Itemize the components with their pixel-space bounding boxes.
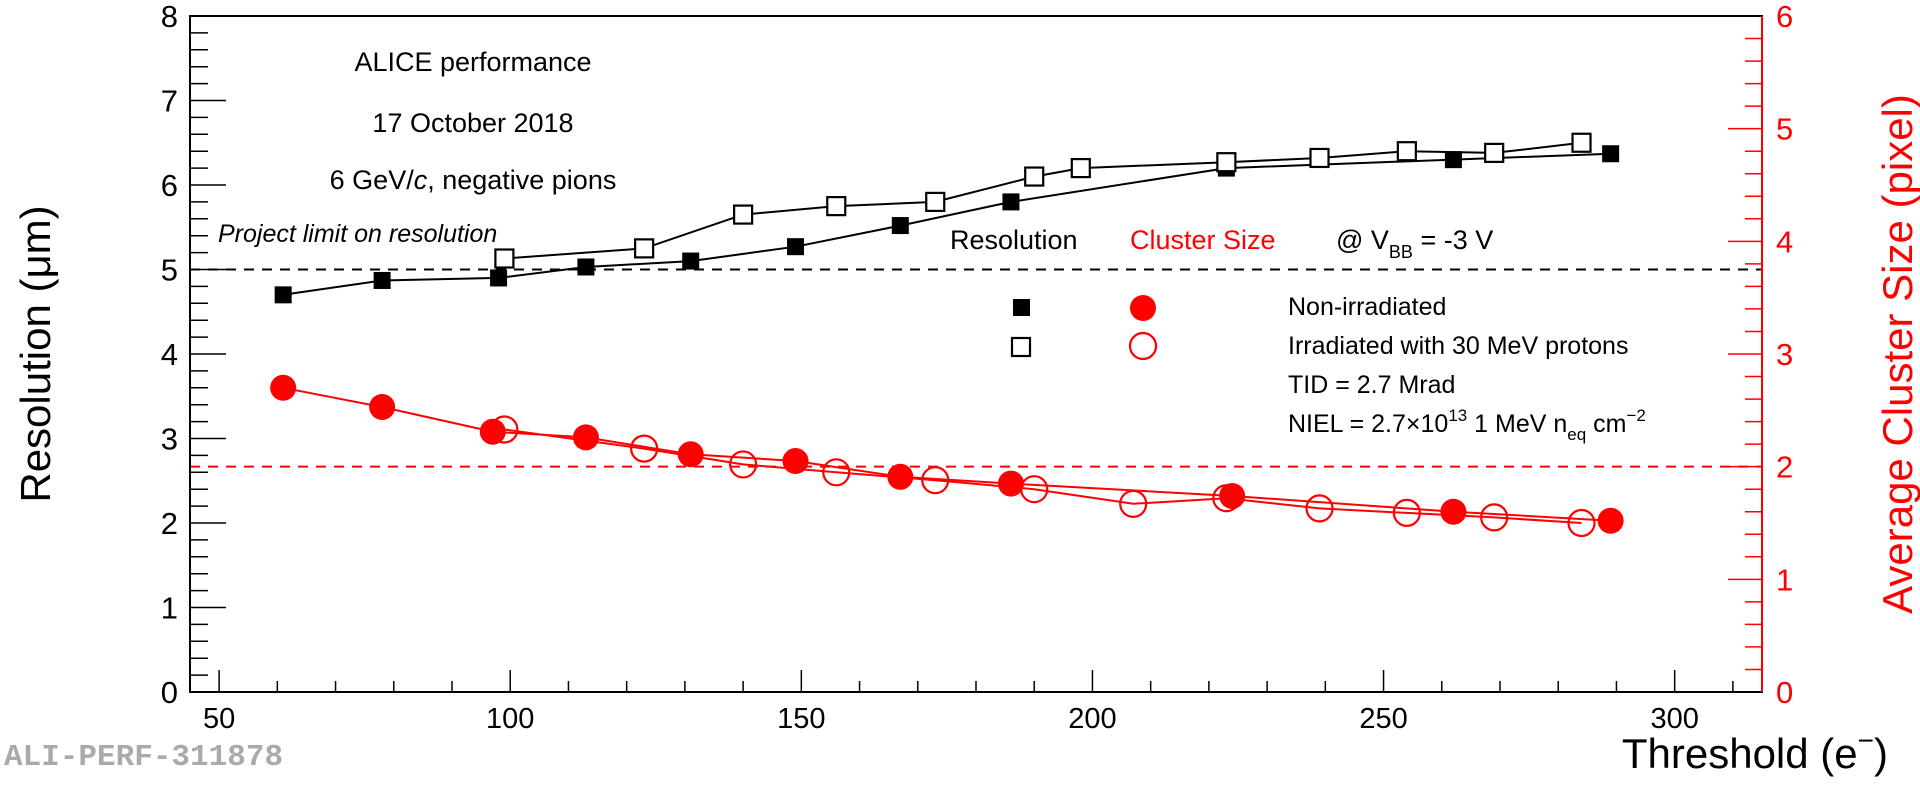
data-point-cluster-non-irradiated — [997, 470, 1024, 497]
x-tick-label: 300 — [1650, 703, 1698, 735]
legend-marker-open-square — [1010, 336, 1032, 358]
y2-tick-label: 1 — [1776, 562, 1793, 597]
data-point-resolution-non-irradiated — [577, 258, 595, 276]
data-point-resolution-non-irradiated — [274, 286, 292, 304]
y2-tick-label: 0 — [1776, 675, 1793, 710]
data-point-resolution-non-irradiated — [682, 252, 700, 270]
x-axis-title: Threshold (e−) — [1622, 725, 1888, 777]
data-point-resolution-irradiated — [733, 204, 754, 225]
y-tick-label: 7 — [161, 84, 178, 119]
y2-tick-label: 5 — [1776, 112, 1793, 147]
x-tick-label: 100 — [486, 703, 534, 735]
legend-entry-non-irradiated: Non-irradiated — [1288, 293, 1446, 321]
y2-tick-label: 3 — [1776, 337, 1793, 372]
data-point-cluster-non-irradiated — [369, 393, 396, 420]
data-point-resolution-irradiated — [1024, 166, 1045, 187]
data-point-cluster-irradiated — [490, 415, 519, 444]
y-tick-label: 4 — [161, 337, 178, 372]
data-point-cluster-irradiated — [1305, 494, 1334, 523]
data-point-cluster-irradiated — [1567, 508, 1596, 538]
legend-marker-filled-circle — [1130, 295, 1156, 321]
y-tick-label: 1 — [161, 591, 178, 626]
data-point-resolution-irradiated — [1070, 158, 1091, 179]
data-point-cluster-irradiated — [822, 458, 851, 487]
y-tick-label: 6 — [161, 168, 178, 203]
y-tick-label: 8 — [161, 0, 178, 34]
data-point-cluster-non-irradiated — [1440, 498, 1467, 525]
data-point-resolution-non-irradiated — [490, 269, 508, 287]
x-tick-label: 150 — [777, 703, 825, 735]
data-point-cluster-irradiated — [729, 450, 758, 479]
x-tick-label: 50 — [203, 703, 235, 735]
data-point-cluster-irradiated — [1119, 489, 1148, 518]
legend-note-niel: NIEL = 2.7×1013 1 MeV neq cm−2 — [1288, 406, 1646, 444]
data-point-cluster-irradiated — [1020, 475, 1049, 504]
data-point-cluster-irradiated — [630, 434, 659, 463]
data-point-cluster-non-irradiated — [479, 418, 506, 445]
ticks-layer: 50 100 150 200 250 300 0 1 2 3 4 5 6 7 8 0 1 2 3 4 5 6 — [161, 0, 1794, 735]
header-line-1: ALICE performance — [354, 47, 591, 77]
data-point-cluster-irradiated — [921, 466, 950, 495]
y2-axis-title: Average Cluster Size (pixel) — [1874, 94, 1920, 614]
legend-header-cluster: Cluster Size — [1130, 225, 1276, 255]
y-axis-title: Resolution (μm) — [12, 205, 59, 502]
data-point-resolution-irradiated — [1396, 141, 1417, 162]
y2-tick-label: 4 — [1776, 224, 1793, 259]
data-point-cluster-non-irradiated — [677, 441, 704, 468]
y-tick-label: 0 — [161, 675, 178, 710]
data-marks-layer — [270, 132, 1624, 538]
y2-tick-label: 6 — [1776, 0, 1793, 34]
data-point-cluster-irradiated — [1212, 484, 1241, 513]
data-point-resolution-non-irradiated — [891, 217, 909, 235]
data-point-resolution-irradiated — [494, 248, 515, 269]
data-point-cluster-irradiated — [1392, 498, 1421, 527]
data-point-resolution-irradiated — [1216, 152, 1237, 173]
legend-marker-open-circle — [1128, 331, 1158, 361]
data-point-cluster-non-irradiated — [1597, 507, 1624, 534]
data-point-resolution-non-irradiated — [787, 238, 805, 256]
data-point-resolution-non-irradiated — [373, 271, 391, 289]
limit-label: Project limit on resolution — [218, 220, 497, 248]
legend-note-tid: TID = 2.7 Mrad — [1288, 371, 1455, 399]
data-point-resolution-irradiated — [1484, 142, 1505, 163]
data-point-cluster-non-irradiated — [782, 448, 809, 475]
header-line-2: 17 October 2018 — [372, 108, 573, 138]
data-point-resolution-irradiated — [634, 238, 655, 259]
legend-header-resolution: Resolution — [950, 225, 1078, 255]
data-point-resolution-irradiated — [1571, 132, 1592, 153]
beam-line: 6 GeV/c, negative pions — [330, 165, 617, 195]
data-point-resolution-non-irradiated — [1002, 193, 1020, 211]
x-tick-label: 250 — [1359, 703, 1407, 735]
data-point-resolution-irradiated — [826, 196, 847, 217]
data-point-cluster-non-irradiated — [270, 374, 297, 401]
x-tick-label: 200 — [1068, 703, 1116, 735]
series-line-3 — [504, 428, 1582, 524]
data-point-resolution-non-irradiated — [1602, 145, 1620, 163]
y2-tick-label: 2 — [1776, 450, 1793, 485]
legend-entry-irradiated: Irradiated with 30 MeV protons — [1288, 332, 1628, 360]
series-line-1 — [504, 141, 1582, 260]
data-point-cluster-non-irradiated — [887, 463, 914, 490]
y-tick-label: 5 — [161, 253, 178, 288]
data-point-resolution-irradiated — [925, 191, 946, 212]
legend-header-vbb: @ VBB = -3 V — [1336, 225, 1493, 262]
y-tick-label: 2 — [161, 506, 178, 541]
data-point-resolution-non-irradiated — [1444, 151, 1462, 169]
data-point-cluster-non-irradiated — [572, 424, 599, 451]
y-tick-label: 3 — [161, 422, 178, 457]
watermark: ALI-PERF-311878 — [4, 740, 283, 775]
legend-marker-filled-square — [1013, 299, 1030, 316]
data-point-cluster-irradiated — [1480, 503, 1509, 532]
data-point-resolution-irradiated — [1309, 147, 1330, 169]
